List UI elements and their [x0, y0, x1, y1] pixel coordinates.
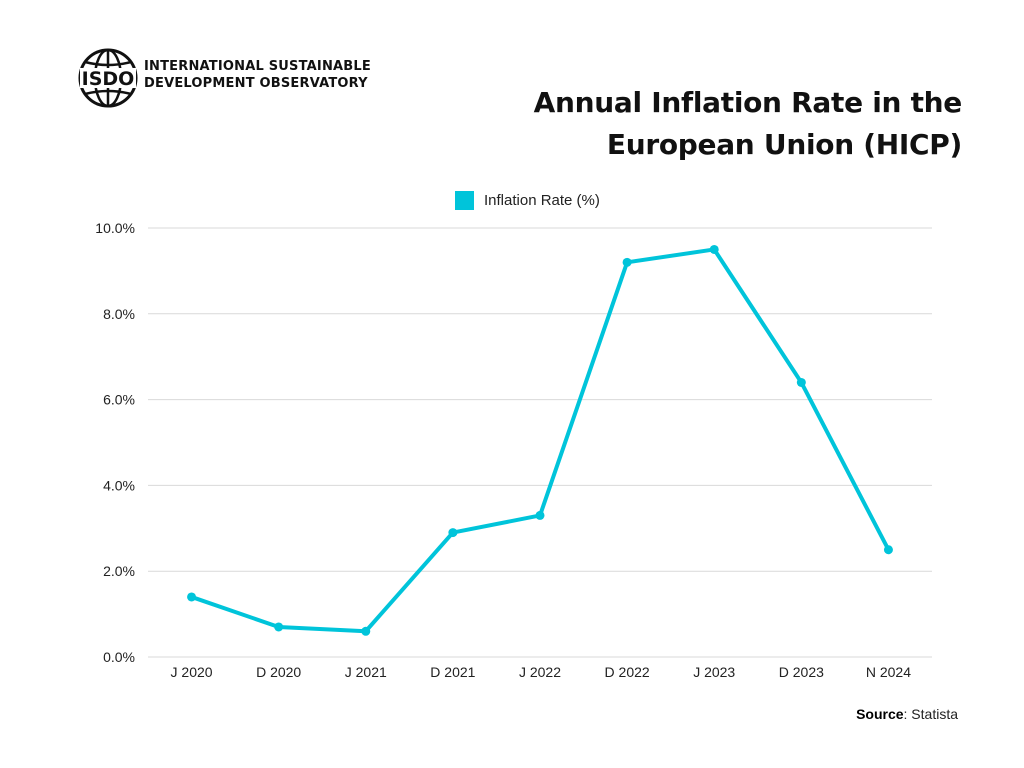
legend-label: Inflation Rate (%): [484, 191, 600, 209]
data-point: [709, 244, 719, 254]
y-tick-label: 2.0%: [103, 563, 135, 579]
logo-text: ISDO: [82, 68, 135, 90]
chart-title: Annual Inflation Rate in the European Un…: [442, 82, 963, 166]
y-tick-label: 8.0%: [103, 306, 135, 322]
y-tick-label: 6.0%: [103, 392, 135, 408]
data-point: [622, 257, 632, 267]
data-point: [274, 622, 284, 632]
source-note: Source: Statista: [856, 706, 958, 722]
org-name-line1: INTERNATIONAL SUSTAINABLE: [144, 59, 371, 74]
data-point: [796, 377, 806, 387]
x-tick-label: J 2020: [171, 664, 213, 680]
org-name-line2: DEVELOPMENT OBSERVATORY: [144, 76, 368, 91]
x-tick-label: D 2020: [256, 664, 301, 680]
source-value: : Statista: [903, 706, 958, 722]
org-name: INTERNATIONAL SUSTAINABLE DEVELOPMENT OB…: [144, 58, 444, 92]
source-label: Source: [856, 706, 904, 722]
x-tick-label: J 2023: [693, 664, 735, 680]
data-point: [448, 528, 458, 538]
x-tick-label: N 2024: [866, 664, 911, 680]
data-point: [187, 592, 197, 602]
data-point: [361, 626, 371, 636]
grid-layer: [148, 227, 932, 658]
y-axis-ticks: 0.0% 2.0% 4.0% 6.0% 8.0% 10.0%: [95, 220, 135, 665]
y-tick-label: 4.0%: [103, 477, 135, 493]
chart-title-line1: Annual Inflation Rate in the: [533, 86, 963, 119]
x-tick-label: J 2022: [519, 664, 561, 680]
legend-swatch: [455, 190, 474, 210]
y-tick-label: 0.0%: [103, 649, 135, 665]
legend: Inflation Rate (%): [455, 190, 600, 210]
series-layer: [187, 244, 893, 636]
x-tick-label: D 2022: [605, 664, 650, 680]
x-axis-ticks: J 2020 D 2020 J 2021 D 2021 J 2022 D 2022 J 20…: [171, 664, 912, 680]
globe-icon: ISDO: [78, 48, 138, 108]
data-point: [535, 510, 545, 520]
x-tick-label: D 2023: [779, 664, 824, 680]
series-line: [189, 247, 891, 634]
chart-title-line2: European Union (HICP): [606, 128, 962, 161]
x-tick-label: J 2021: [345, 664, 387, 680]
y-tick-label: 10.0%: [95, 220, 135, 236]
data-point: [883, 545, 893, 555]
x-tick-label: D 2021: [430, 664, 475, 680]
